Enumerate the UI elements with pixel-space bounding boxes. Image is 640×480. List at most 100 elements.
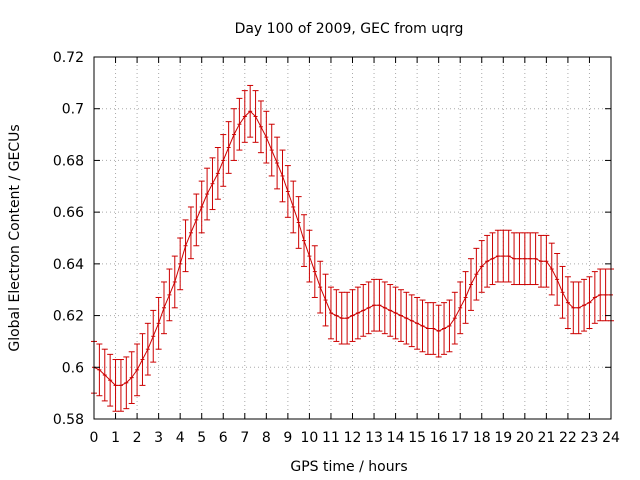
- error-bar-point: [236, 97, 243, 151]
- error-bar-point: [134, 343, 141, 397]
- error-bar-point: [521, 232, 528, 286]
- error-bar-point: [161, 281, 168, 335]
- x-tick-label: 20: [516, 430, 534, 446]
- error-bar-point: [333, 289, 340, 342]
- error-bar-point: [441, 302, 448, 355]
- series-line: [93, 110, 611, 386]
- x-tick-label: 18: [473, 430, 491, 446]
- error-bar-point: [193, 193, 200, 247]
- error-bar-point: [301, 214, 308, 267]
- error-bar-point: [381, 281, 388, 335]
- x-tick-label: 2: [133, 430, 142, 446]
- y-tick-label: 0.62: [53, 309, 84, 325]
- x-tick-label: 9: [283, 430, 292, 446]
- x-tick-label: 16: [430, 430, 448, 446]
- error-bar-point: [554, 253, 561, 306]
- error-bar-point: [214, 147, 221, 200]
- error-bar-point: [360, 284, 367, 337]
- error-bar-point: [586, 276, 593, 329]
- error-bar-point: [430, 302, 437, 355]
- x-tick-label: 19: [494, 430, 512, 446]
- x-tick-label: 3: [154, 430, 163, 446]
- x-tick-label: 7: [240, 430, 249, 446]
- error-bar-point: [112, 359, 119, 412]
- error-bar-point: [591, 271, 598, 324]
- x-tick-label: 23: [581, 430, 599, 446]
- error-bar-point: [473, 247, 480, 301]
- error-bar-point: [570, 281, 577, 335]
- x-tick-label: 5: [197, 430, 206, 446]
- error-bar-point: [602, 268, 609, 322]
- error-bar-point: [247, 84, 254, 138]
- error-bar-point: [231, 108, 238, 161]
- error-bar-point: [457, 281, 464, 335]
- error-bar-point: [187, 206, 194, 260]
- error-bar-point: [354, 286, 361, 340]
- y-tick-label: 0.66: [53, 205, 84, 221]
- error-bar-point: [397, 289, 404, 342]
- error-bar-point: [274, 136, 281, 190]
- error-bar-point: [403, 291, 410, 345]
- x-tick-label: 15: [408, 430, 426, 446]
- error-bar-point: [220, 134, 227, 187]
- x-tick-label: 11: [322, 430, 340, 446]
- error-bar-point: [462, 271, 469, 324]
- error-bar-point: [559, 265, 566, 319]
- error-bar-point: [306, 229, 313, 283]
- error-bar-point: [117, 359, 124, 412]
- x-tick-label: 4: [176, 430, 185, 446]
- error-bar-point: [564, 276, 571, 329]
- x-tick-label: 17: [451, 430, 469, 446]
- x-tick-label: 8: [262, 430, 271, 446]
- error-bar-point: [295, 196, 302, 249]
- error-bar-point: [96, 343, 103, 397]
- x-tick-label: 6: [219, 430, 228, 446]
- error-bar-point: [263, 110, 270, 164]
- error-bar-point: [338, 291, 345, 345]
- axes: 0 1 2 3 4 5 6 7 8 9 10 11 12 13 14 15 16 17 18 19 20 21 22 23 24…: [53, 50, 620, 446]
- error-bar-point: [284, 165, 291, 218]
- error-bar-point: [252, 90, 259, 143]
- x-tick-label: 22: [559, 430, 577, 446]
- error-bar-point: [344, 291, 351, 345]
- error-bar-point: [446, 299, 453, 353]
- error-bar-point: [581, 278, 588, 332]
- x-tick-label: 1: [111, 430, 120, 446]
- x-tick-label: 0: [90, 430, 99, 446]
- error-bar-point: [155, 296, 162, 350]
- error-bar-point: [392, 286, 399, 340]
- grid: [94, 57, 611, 419]
- error-bar-point: [327, 286, 334, 340]
- error-bar-point: [387, 284, 394, 337]
- error-bar-point: [177, 237, 184, 291]
- error-bar-point: [225, 121, 232, 174]
- error-bar-point: [414, 296, 421, 350]
- error-bar-point: [322, 273, 329, 327]
- error-bar-point: [101, 348, 108, 402]
- error-bar-point: [166, 268, 173, 322]
- error-bar-point: [365, 281, 372, 335]
- y-tick-label: 0.72: [53, 50, 84, 66]
- x-tick-label: 14: [387, 430, 405, 446]
- error-bar-point: [511, 232, 518, 286]
- error-bar-point: [548, 242, 555, 296]
- error-bar-point: [516, 232, 523, 286]
- error-bar-point: [268, 123, 275, 177]
- error-bar-point: [209, 157, 216, 211]
- y-tick-label: 0.7: [62, 102, 84, 118]
- error-bar-point: [182, 219, 189, 273]
- error-bar-point: [537, 234, 544, 288]
- error-bar-point: [171, 255, 178, 309]
- x-tick-label: 24: [602, 430, 620, 446]
- x-tick-label: 13: [365, 430, 383, 446]
- error-bar-point: [279, 149, 286, 203]
- error-bar-point: [494, 229, 501, 283]
- error-bar-point: [575, 281, 582, 335]
- error-bar-point: [505, 229, 512, 283]
- error-bar-point: [204, 167, 211, 221]
- error-bar-point: [349, 289, 356, 342]
- error-bar-point: [311, 245, 318, 298]
- x-tick-label: 21: [537, 430, 555, 446]
- error-bar-point: [198, 180, 205, 234]
